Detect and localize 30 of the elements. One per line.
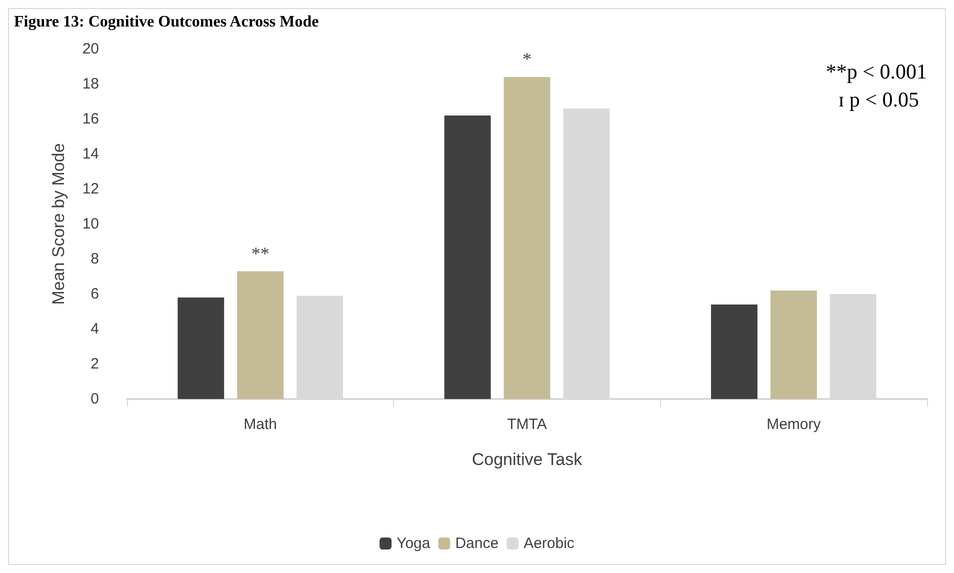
y-tick-label: 4 [90,320,99,338]
y-axis-title: Mean Score by Mode [49,143,68,305]
y-tick-label: 6 [90,286,99,302]
legend-label: Aerobic [524,535,575,552]
y-tick-label: 0 [90,390,99,408]
annotation: **p < 0.001 [826,60,927,84]
y-tick-label: 18 [82,76,99,92]
bar [504,77,550,399]
bar [711,304,758,399]
legend-label: Yoga [396,535,431,552]
y-tick-label: 10 [82,216,99,232]
y-tick-label: 20 [82,40,99,58]
chart-title: Figure 13: Cognitive Outcomes Across Mode [14,14,319,30]
x-tick-label: TMTA [507,416,547,433]
bar [444,116,491,399]
bar [770,290,817,399]
annotation: ** [251,243,270,264]
y-tick-label: 14 [82,146,99,162]
annotation: * [522,49,532,69]
y-tick-label: 2 [90,356,99,372]
legend-label: Dance [455,535,499,552]
x-tick-label: Memory [766,416,822,433]
y-tick-label: 16 [82,110,99,128]
y-tick-label: 8 [90,250,99,268]
x-axis-title: Cognitive Task [472,450,583,469]
y-tick-label: 12 [82,180,99,198]
annotation: ɪ p < 0.05 [838,88,920,112]
bar [237,271,284,399]
bar [178,298,224,399]
x-tick-label: Math [244,416,278,433]
